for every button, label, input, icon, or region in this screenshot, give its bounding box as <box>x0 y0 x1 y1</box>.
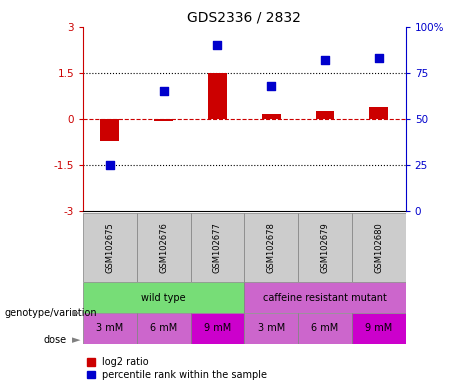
Text: 6 mM: 6 mM <box>311 323 339 333</box>
Point <box>106 162 113 168</box>
Legend: log2 ratio, percentile rank within the sample: log2 ratio, percentile rank within the s… <box>83 353 272 384</box>
Text: 9 mM: 9 mM <box>204 323 231 333</box>
Bar <box>137 213 190 282</box>
Bar <box>298 313 352 344</box>
Text: GSM102675: GSM102675 <box>106 222 114 273</box>
Bar <box>352 313 406 344</box>
Bar <box>352 213 406 282</box>
Bar <box>369 107 388 119</box>
Point <box>375 55 383 61</box>
Bar <box>262 114 281 119</box>
Bar <box>190 213 244 282</box>
Text: GSM102677: GSM102677 <box>213 222 222 273</box>
Point <box>267 83 275 89</box>
Point <box>321 57 329 63</box>
Bar <box>83 282 244 313</box>
Text: dose: dose <box>44 335 67 345</box>
Bar <box>244 213 298 282</box>
Text: 6 mM: 6 mM <box>150 323 177 333</box>
Text: ►: ► <box>72 308 81 318</box>
Bar <box>83 313 137 344</box>
Text: caffeine resistant mutant: caffeine resistant mutant <box>263 293 387 303</box>
Bar <box>100 119 119 141</box>
Text: ►: ► <box>72 335 81 345</box>
Text: GSM102678: GSM102678 <box>267 222 276 273</box>
Text: GSM102676: GSM102676 <box>159 222 168 273</box>
Text: GSM102679: GSM102679 <box>320 222 330 273</box>
Bar <box>316 111 334 119</box>
Bar <box>154 119 173 121</box>
Text: 9 mM: 9 mM <box>365 323 392 333</box>
Bar <box>208 73 227 119</box>
Text: GSM102680: GSM102680 <box>374 222 383 273</box>
Bar <box>190 313 244 344</box>
Text: genotype/variation: genotype/variation <box>5 308 97 318</box>
Bar <box>244 282 406 313</box>
Point <box>214 42 221 48</box>
Bar <box>137 313 190 344</box>
Bar <box>83 213 137 282</box>
Bar <box>298 213 352 282</box>
Point <box>160 88 167 94</box>
Text: 3 mM: 3 mM <box>258 323 285 333</box>
Title: GDS2336 / 2832: GDS2336 / 2832 <box>187 10 301 24</box>
Bar <box>244 313 298 344</box>
Text: 3 mM: 3 mM <box>96 323 124 333</box>
Text: wild type: wild type <box>142 293 186 303</box>
